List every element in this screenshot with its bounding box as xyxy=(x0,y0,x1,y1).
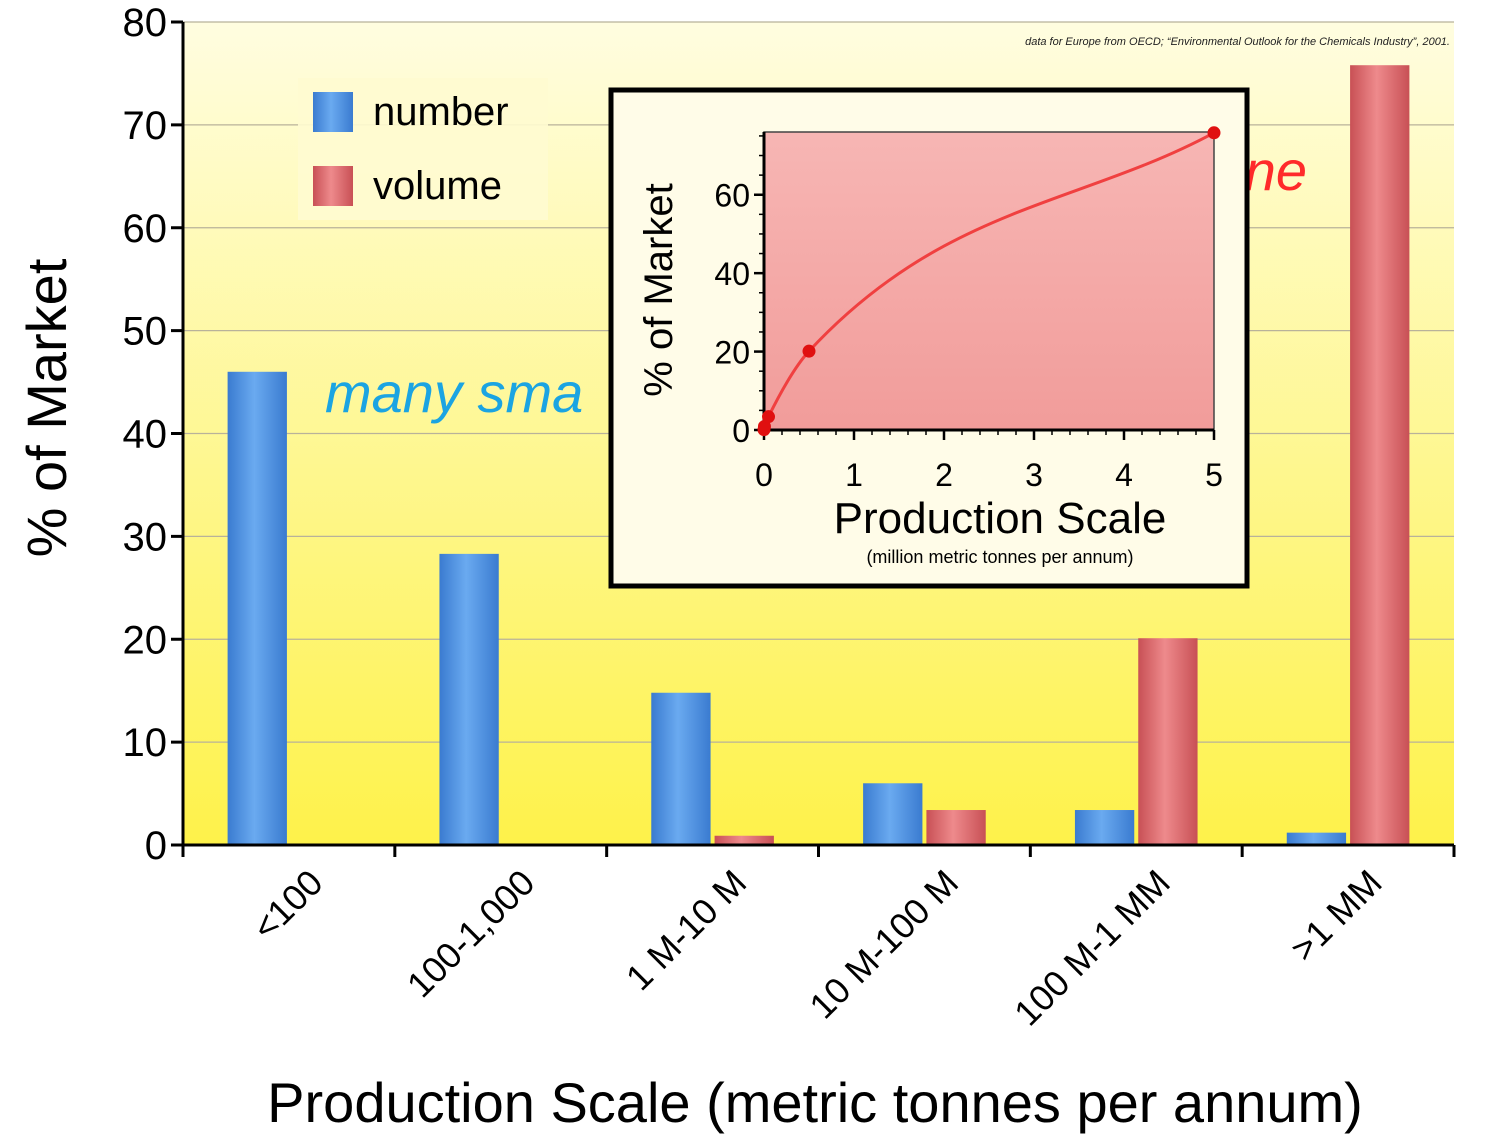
y-tick-label-0: 0 xyxy=(145,824,167,868)
x-tick-labels: <100 100-1,000 1 M-10 M 10 M-100 M 100 M-1 M… xyxy=(244,862,1390,1034)
inset-point-1 xyxy=(757,419,771,433)
inset-x-tick-label-1: 1 xyxy=(845,457,863,493)
bars xyxy=(227,65,1410,845)
x-tick-label-100: <100 xyxy=(244,862,330,948)
inset-y-tick-label-40: 40 xyxy=(714,256,750,292)
inset-y-tick-label-60: 60 xyxy=(714,178,750,214)
annotation-volume: ne xyxy=(1245,139,1307,202)
bar-volume-1-mm xyxy=(1350,65,1410,845)
y-tick-labels: 0 10 20 30 40 50 60 70 80 xyxy=(123,1,168,868)
inset-x-tick-label-3: 3 xyxy=(1025,457,1043,493)
y-tick-label-70: 70 xyxy=(123,104,168,148)
y-tick-label-50: 50 xyxy=(123,310,168,354)
bar-number-10-m-100-m xyxy=(863,783,923,845)
inset-x-axis-label: Production Scale xyxy=(834,494,1167,543)
x-tick-label-100-m-1-mm: 100 M-1 MM xyxy=(1006,862,1178,1034)
bar-number-1-mm xyxy=(1286,832,1347,845)
inset-x-axis-sublabel: (million metric tonnes per annum) xyxy=(866,547,1133,567)
legend-swatch-number xyxy=(313,92,353,132)
bar-number-100 xyxy=(227,371,287,845)
inset-x-tick-labels: 0 1 2 3 4 5 xyxy=(755,457,1223,493)
bar-volume-1-m-10-m xyxy=(714,835,774,845)
inset-chart: 0 20 40 60 0 1 2 3 4 5 % of Market Production Sc… xyxy=(608,87,1250,589)
x-tick-label-1-m-10-m: 1 M-10 M xyxy=(618,862,755,999)
inset-point-4 xyxy=(1207,126,1221,140)
y-tick-label-40: 40 xyxy=(123,413,168,457)
bar-number-100-1-000 xyxy=(439,553,499,845)
inset-x-tick-label-4: 4 xyxy=(1115,457,1133,493)
y-tick-label-60: 60 xyxy=(123,207,168,251)
inset-x-tick-label-2: 2 xyxy=(935,457,953,493)
x-tick-label-100-1-000: 100-1,000 xyxy=(399,862,543,1006)
x-tick-label-1-mm: >1 MM xyxy=(1282,862,1390,970)
x-tick-label-10-m-100-m: 10 M-100 M xyxy=(801,862,966,1027)
legend-label-number: number xyxy=(373,90,509,134)
inset-points xyxy=(757,126,1221,437)
inset-plot-area xyxy=(763,131,1215,431)
inset-y-tick-labels: 0 20 40 60 xyxy=(714,178,750,449)
inset-point-2 xyxy=(762,410,775,424)
inset-y-tick-label-20: 20 xyxy=(714,335,750,371)
inset-y-tick-label-0: 0 xyxy=(732,413,750,449)
y-tick-label-10: 10 xyxy=(123,721,168,765)
axes xyxy=(171,20,1456,857)
inset-y-axis-label: % of Market xyxy=(637,183,681,396)
x-axis-label: Production Scale (metric tonnes per annu… xyxy=(267,1071,1363,1134)
bar-volume-10-m-100-m xyxy=(926,810,986,845)
inset-point-3 xyxy=(802,344,816,358)
bar-number-100-m-1-mm xyxy=(1074,810,1135,845)
y-tick-label-80: 80 xyxy=(123,1,168,45)
bar-volume-100-m-1-mm xyxy=(1138,638,1198,845)
y-axis-label: % of Market xyxy=(15,258,78,557)
inset-x-tick-label-5: 5 xyxy=(1205,457,1223,493)
source-note: data for Europe from OECD; “Environmenta… xyxy=(1025,36,1450,48)
annotation-many-small: many sma xyxy=(325,361,583,424)
bar-number-1-m-10-m xyxy=(651,692,711,845)
legend-label-volume: volume xyxy=(373,164,502,208)
legend: number volume xyxy=(298,78,548,220)
y-tick-label-20: 20 xyxy=(123,618,168,662)
inset-axes xyxy=(754,132,1216,440)
inset-x-tick-label-0: 0 xyxy=(755,457,773,493)
y-tick-label-30: 30 xyxy=(123,515,168,559)
legend-swatch-volume xyxy=(313,166,353,206)
